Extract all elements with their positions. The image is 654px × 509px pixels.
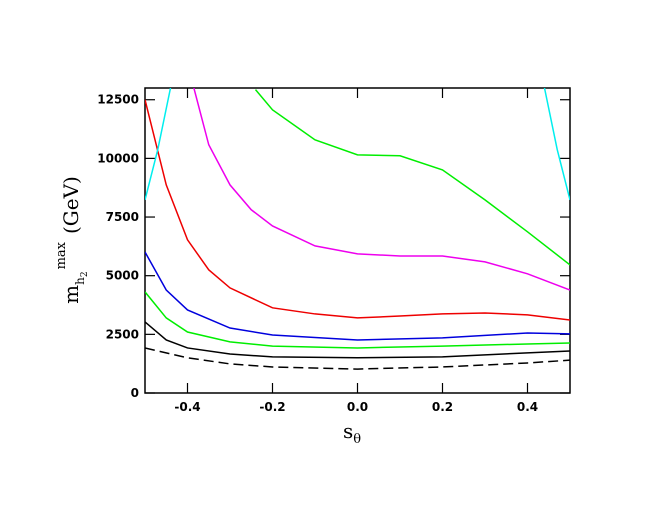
curve: [145, 291, 570, 349]
x-tick-label: -0.2: [259, 400, 285, 414]
curve: [145, 321, 570, 359]
y-tick-label: 5000: [106, 269, 139, 283]
x-label-sub: θ: [353, 432, 361, 447]
curve: [145, 88, 172, 201]
y-tick-label: 7500: [106, 210, 139, 224]
y-tick-label: 0: [131, 386, 139, 400]
curve: [543, 88, 570, 201]
y-label-sup: max: [54, 241, 69, 269]
y-axis-label: mh2 max (GeV): [54, 176, 90, 304]
y-label-subsub: 2: [80, 271, 90, 277]
curve: [145, 99, 570, 321]
x-label-base: s: [343, 419, 353, 443]
x-tick-label: 0.2: [432, 400, 453, 414]
x-tick-label: 0.0: [347, 400, 368, 414]
y-label-base: m: [59, 285, 83, 304]
y-tick-label: 12500: [97, 93, 139, 107]
curve: [254, 89, 570, 266]
x-tick-label: 0.4: [517, 400, 538, 414]
y-tick-label: 10000: [97, 151, 139, 165]
curve: [145, 251, 570, 341]
x-axis-label: sθ: [343, 419, 361, 447]
curve: [193, 88, 570, 291]
curve: [145, 347, 570, 370]
x-tick-label: -0.4: [174, 400, 200, 414]
y-tick-label: 2500: [106, 327, 139, 341]
y-label-unit: (GeV): [59, 176, 83, 234]
y-label-sub: h: [73, 277, 87, 285]
